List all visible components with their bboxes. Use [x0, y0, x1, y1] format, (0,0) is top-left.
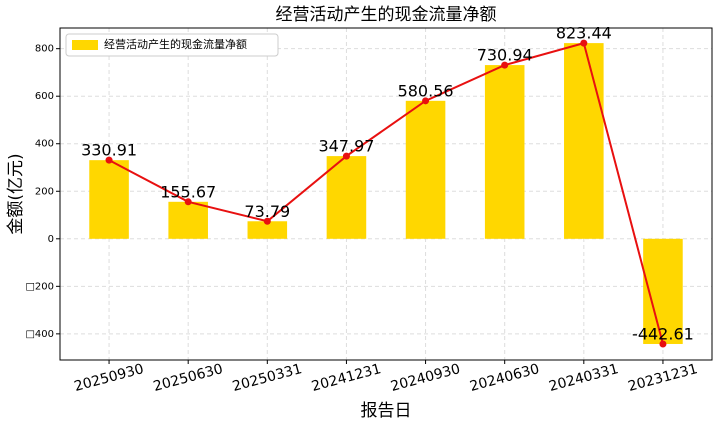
plot-frame — [59, 27, 713, 361]
marker — [422, 97, 430, 105]
bar — [484, 65, 525, 239]
y-tick-label: 0 — [48, 234, 54, 245]
legend-label: 经营活动产生的现金流量净额 — [104, 37, 247, 51]
data-label: 330.91 — [81, 141, 137, 160]
data-label: 580.56 — [398, 81, 454, 100]
x-tick-label: 20240331 — [547, 361, 620, 395]
marker — [184, 198, 192, 206]
marker — [263, 217, 271, 225]
y-axis-label: 金额(亿元) — [6, 153, 26, 234]
marker — [580, 39, 588, 47]
x-tick-label: 20250630 — [152, 361, 225, 395]
data-label: 347.97 — [318, 137, 374, 156]
y-tick-label: 200 — [35, 186, 54, 197]
bar — [168, 201, 208, 239]
legend: 经营活动产生的现金流量净额 — [65, 33, 279, 57]
line — [108, 41, 664, 345]
x-tick-label: 20250331 — [231, 361, 304, 395]
y-tick-label: 800 — [35, 44, 54, 55]
marker — [342, 152, 350, 160]
bar — [405, 100, 446, 239]
y-tick-label: 400 — [35, 139, 54, 150]
bar — [89, 160, 129, 239]
legend-box — [65, 33, 279, 57]
marker — [105, 156, 113, 164]
x-axis-label: 报告日 — [361, 401, 412, 421]
x-tick-label: 20250930 — [73, 361, 146, 395]
data-label: 73.79 — [244, 202, 290, 221]
x-tick-label: 20231231 — [626, 361, 699, 395]
bar — [564, 43, 604, 239]
chart-title: 经营活动产生的现金流量净额 — [276, 5, 497, 25]
data-label: 155.67 — [160, 182, 216, 201]
marker — [659, 340, 667, 348]
data-label: 823.44 — [556, 24, 612, 43]
x-tick-label: 20240930 — [389, 361, 462, 395]
x-tick-label: 20241231 — [310, 361, 383, 395]
data-label: 730.94 — [477, 46, 533, 65]
y-tick-label: □200 — [25, 281, 54, 292]
data-label: -442.61 — [632, 324, 694, 343]
marker — [501, 61, 509, 69]
legend-swatch — [72, 40, 98, 50]
y-tick-label: □400 — [25, 329, 54, 340]
bar — [247, 221, 288, 239]
bar — [326, 156, 367, 239]
y-tick-label: 600 — [35, 91, 54, 102]
x-tick-label: 20240630 — [468, 361, 541, 395]
